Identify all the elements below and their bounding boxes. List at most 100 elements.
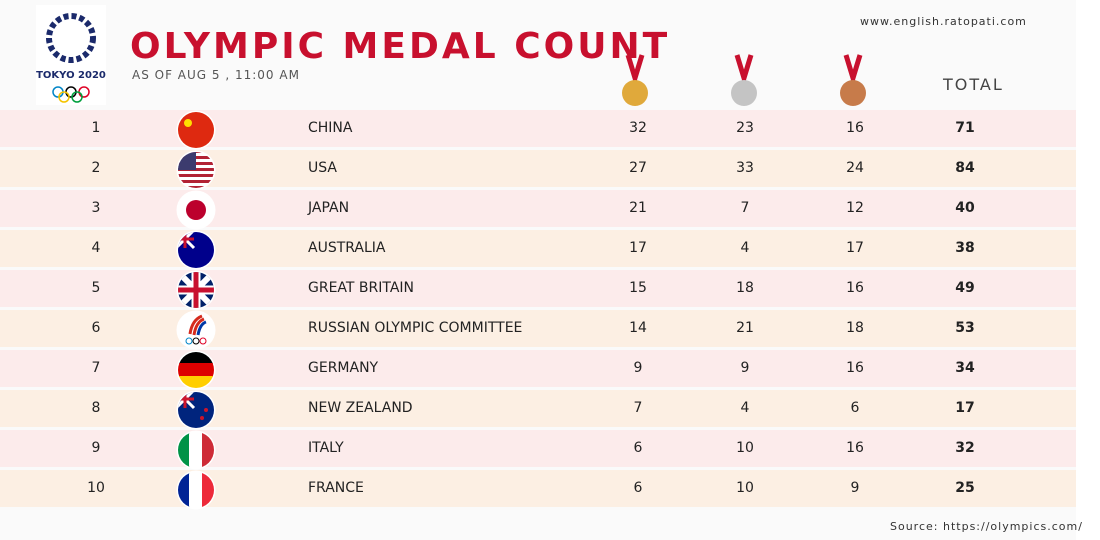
- bronze-cell: 24: [846, 160, 864, 176]
- country-cell: AUSTRALIA: [308, 240, 386, 256]
- flag: [176, 270, 216, 310]
- rank-cell: 9: [91, 440, 101, 456]
- gold-cell: 27: [629, 160, 647, 176]
- silver-cell: 18: [736, 280, 754, 296]
- gold-cell: 17: [629, 240, 647, 256]
- logo-text: TOKYO 2020: [36, 70, 106, 81]
- gold-cell: 6: [633, 440, 643, 456]
- source: Source: https://olympics.com/: [890, 520, 1083, 533]
- silver-cell: 21: [736, 320, 754, 336]
- rank-cell: 10: [87, 480, 105, 496]
- silver-cell: 10: [736, 480, 754, 496]
- tokyo-logo: [36, 5, 106, 105]
- table-row: 5 GREAT BRITAIN 15 18 16 49: [0, 270, 1076, 310]
- silver-medal: [731, 54, 757, 106]
- flag-part: [178, 363, 214, 377]
- flag-part: [178, 232, 214, 268]
- country-cell: CHINA: [308, 120, 353, 136]
- flag-part: [178, 432, 214, 468]
- total-cell: 71: [955, 120, 975, 136]
- bronze-cell: 17: [846, 240, 864, 256]
- flag-part: [185, 337, 193, 345]
- gold-cell: 15: [629, 280, 647, 296]
- bronze-cell: 16: [846, 280, 864, 296]
- flag-part: [189, 432, 203, 468]
- title: OLYMPIC MEDAL COUNT: [130, 26, 671, 67]
- flag-part: [178, 352, 214, 364]
- table-row: 4 AUSTRALIA 17 4 17 38: [0, 230, 1076, 270]
- country-cell: JAPAN: [308, 200, 350, 216]
- flag-part: [185, 337, 207, 345]
- gold-cell: 7: [633, 400, 643, 416]
- total-cell: 38: [955, 240, 975, 256]
- total-cell: 84: [955, 160, 975, 176]
- rank-cell: 8: [91, 400, 101, 416]
- flag-part: [188, 314, 205, 336]
- flag-part: [202, 472, 214, 508]
- flag-part: [184, 119, 192, 127]
- gold-cell: 9: [633, 360, 643, 376]
- flag-part: [178, 392, 214, 428]
- flag-part: [178, 152, 196, 170]
- bronze-cell: 9: [850, 480, 860, 496]
- total-cell: 53: [955, 320, 975, 336]
- rank-cell: 2: [91, 160, 101, 176]
- flag-part: [178, 312, 214, 348]
- total-cell: 32: [955, 440, 975, 456]
- gold-medal: [622, 54, 648, 106]
- bronze-cell: 16: [846, 440, 864, 456]
- table-row: 1 CHINA 32 23 16 71: [0, 110, 1076, 150]
- flag-part: [192, 337, 200, 345]
- bronze-cell: 16: [846, 360, 864, 376]
- silver-cell: 23: [736, 120, 754, 136]
- flag: [176, 390, 216, 430]
- flag: [176, 470, 216, 510]
- flag-part: [178, 152, 214, 188]
- total-cell: 34: [955, 360, 975, 376]
- flag-part: [178, 272, 214, 308]
- total-cell: 25: [955, 480, 975, 496]
- table-row: 7 GERMANY 9 9 16 34: [0, 350, 1076, 390]
- rank-cell: 5: [91, 280, 101, 296]
- gold-cell: 6: [633, 480, 643, 496]
- rank-cell: 7: [91, 360, 101, 376]
- country-cell: USA: [308, 160, 337, 176]
- gold-cell: 32: [629, 120, 647, 136]
- rank-cell: 6: [91, 320, 101, 336]
- flag-part: [178, 112, 214, 148]
- flag-part: [200, 416, 204, 420]
- country-cell: FRANCE: [308, 480, 364, 496]
- flag-part: [178, 472, 190, 508]
- bronze-cell: 18: [846, 320, 864, 336]
- flag: [176, 310, 216, 350]
- flag-part: [178, 232, 214, 268]
- bronze-cell: 6: [850, 400, 860, 416]
- flag-part: [178, 112, 214, 148]
- flag-part: [178, 192, 214, 228]
- bronze-cell: 16: [846, 120, 864, 136]
- silver-cell: 4: [740, 240, 750, 256]
- flag-part: [186, 200, 206, 220]
- flag-part: [178, 392, 214, 428]
- total-cell: 40: [955, 200, 975, 216]
- flag-part: [178, 180, 214, 183]
- country-cell: GERMANY: [308, 360, 379, 376]
- flag-part: [178, 272, 214, 308]
- total-header: TOTAL: [943, 75, 1004, 94]
- country-cell: GREAT BRITAIN: [308, 280, 415, 296]
- flag-part: [199, 337, 207, 345]
- silver-cell: 4: [740, 400, 750, 416]
- flag-part: [202, 432, 214, 468]
- logo-graphic: [46, 13, 96, 103]
- flag: [176, 350, 216, 390]
- flag-part: [204, 408, 208, 412]
- silver-cell: 10: [736, 440, 754, 456]
- flag-part: [178, 472, 214, 508]
- flag-part: [178, 432, 190, 468]
- total-cell: 49: [955, 280, 975, 296]
- gold-cell: 21: [629, 200, 647, 216]
- website: www.english.ratopati.com: [860, 15, 1027, 28]
- country-cell: NEW ZEALAND: [308, 400, 413, 416]
- table-row: 8 NEW ZEALAND 7 4 6 17: [0, 390, 1076, 430]
